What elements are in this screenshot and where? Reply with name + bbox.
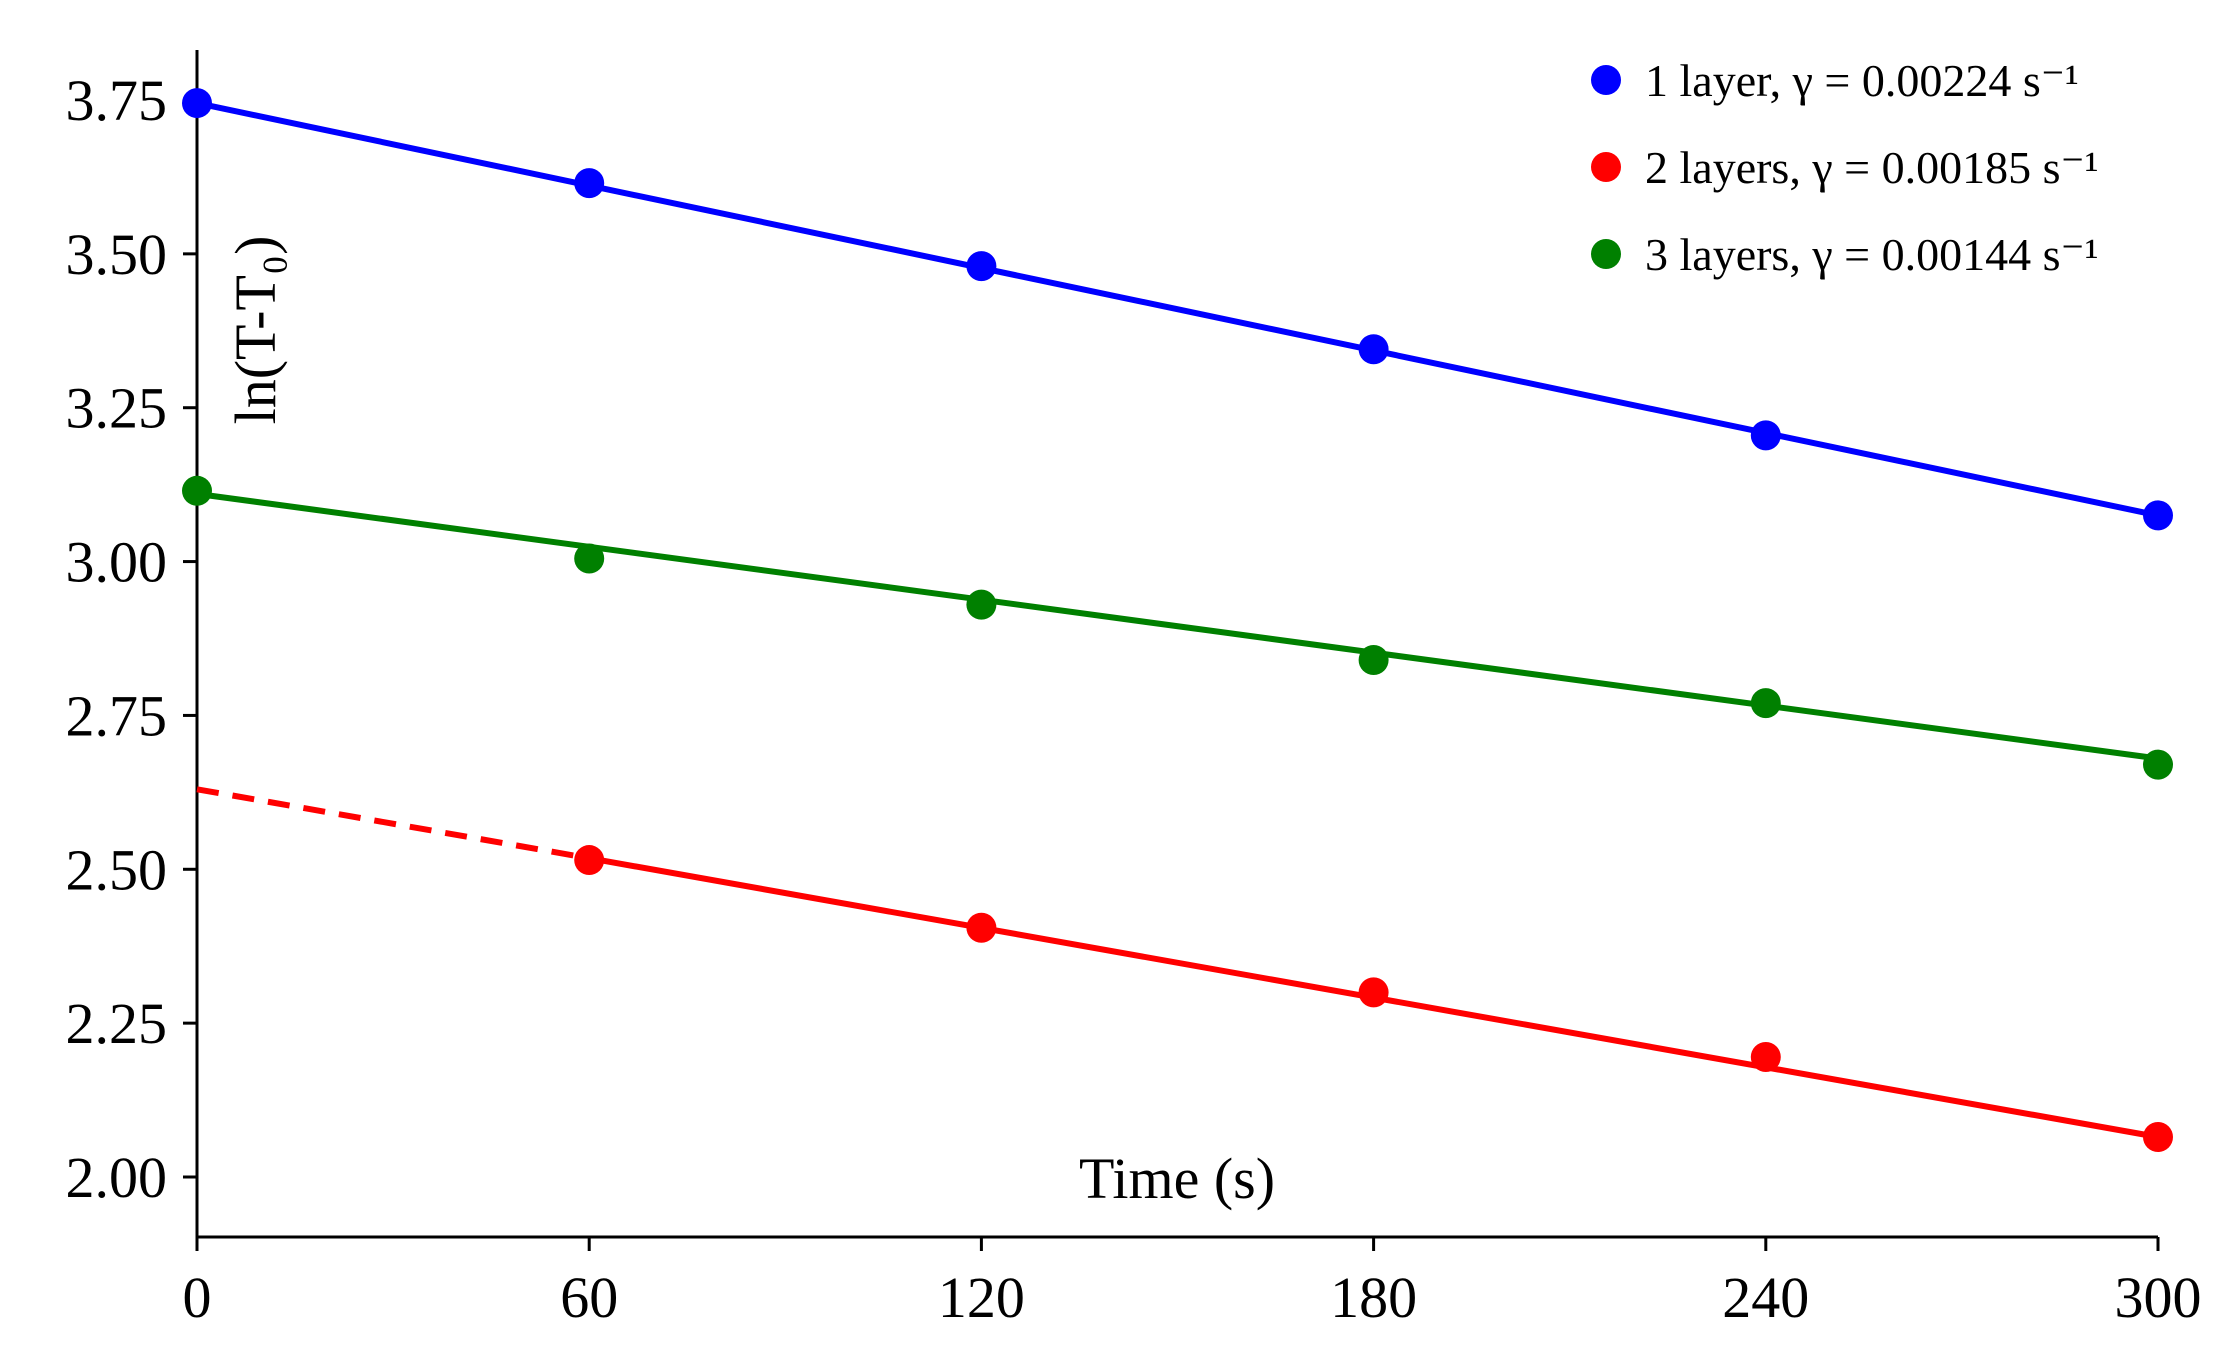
data-point: [574, 543, 605, 574]
data-point: [1358, 334, 1389, 365]
data-point: [1750, 688, 1781, 719]
x-axis-ticks: 0 60 120 180 240 300: [183, 1237, 2202, 1330]
data-point: [1750, 1041, 1781, 1072]
x-tick-label: 180: [1330, 1265, 1417, 1330]
y-tick-label: 3.50: [66, 222, 168, 287]
data-point: [2143, 500, 2173, 531]
legend-marker: [1591, 152, 1621, 182]
data-point: [182, 88, 212, 119]
x-tick-label: 60: [560, 1265, 618, 1330]
data-point: [966, 251, 997, 282]
series-layer: [182, 88, 2173, 1152]
legend-label: 1 layer, γ = 0.00224 s⁻¹: [1645, 55, 2079, 106]
y-tick-label: 2.75: [66, 683, 168, 748]
y-tick-label: 2.00: [66, 1145, 168, 1210]
legend-label: 2 layers, γ = 0.00185 s⁻¹: [1645, 142, 2099, 193]
data-point: [574, 168, 605, 199]
series-group: [182, 88, 2173, 531]
y-tick-label: 2.50: [66, 837, 168, 902]
x-axis-title: Time (s): [1079, 1146, 1275, 1211]
data-point: [574, 845, 605, 876]
y-tick-label: 2.25: [66, 991, 168, 1056]
legend: 1 layer, γ = 0.00224 s⁻¹ 2 layers, γ = 0.…: [1591, 55, 2099, 280]
series-fit-line: [196, 490, 2159, 762]
series-group: [196, 786, 2173, 1152]
legend-label: 3 layers, γ = 0.00144 s⁻¹: [1645, 229, 2099, 280]
y-tick-label: 3.00: [66, 530, 168, 595]
data-point: [1750, 420, 1781, 451]
y-axis-title: ln(T-T₀): [223, 236, 288, 425]
legend-marker: [1591, 65, 1621, 95]
data-point: [2143, 749, 2173, 780]
data-point: [1358, 977, 1389, 1008]
legend-marker: [1591, 239, 1621, 269]
x-tick-label: 0: [183, 1265, 212, 1330]
y-tick-label: 3.25: [66, 376, 168, 441]
x-tick-label: 120: [938, 1265, 1025, 1330]
series-extrapolation-line: [196, 786, 590, 862]
plot-area: 2.00 2.25 2.50 2.75 3.00 3.25 3.50 3.75 0 60 120 1…: [66, 50, 2202, 1330]
data-point: [966, 589, 997, 620]
series-group: [182, 475, 2173, 780]
data-point: [2143, 1121, 2173, 1152]
y-tick-label: 3.75: [66, 68, 168, 133]
series-fit-line: [196, 100, 2159, 519]
y-axis-ticks: 2.00 2.25 2.50 2.75 3.00 3.25 3.50 3.75: [66, 68, 197, 1210]
x-tick-label: 300: [2115, 1265, 2202, 1330]
data-point: [182, 475, 212, 506]
data-point: [966, 912, 997, 943]
data-point: [1358, 645, 1389, 676]
x-tick-label: 240: [1722, 1265, 1809, 1330]
